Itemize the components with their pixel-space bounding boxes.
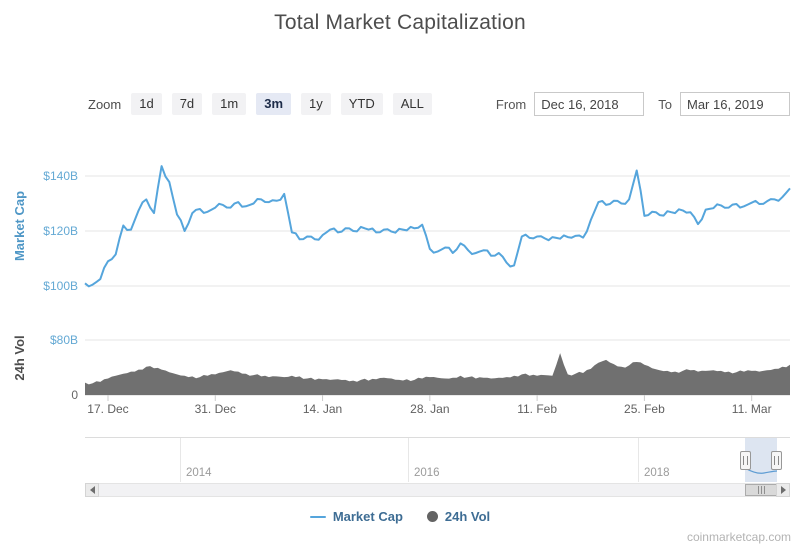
navigator-left-handle[interactable] [740, 451, 751, 470]
volume-area-series [85, 353, 790, 395]
date-range-controls: From To [496, 92, 790, 116]
legend: Market Cap 24h Vol [0, 509, 800, 524]
line-marker-icon [309, 515, 326, 518]
x-axis-label: 31. Dec [195, 402, 236, 416]
y-axis-label-main: $120B [43, 224, 78, 238]
from-label: From [495, 96, 527, 112]
dot-marker-icon [426, 511, 438, 522]
zoom-button-1y[interactable]: 1y [301, 93, 331, 116]
arrow-left-icon [89, 486, 95, 494]
page-title: Total Market Capitalization [274, 11, 526, 34]
x-axis-label: 25. Feb [624, 402, 665, 416]
zoom-button-3m[interactable]: 3m [256, 93, 292, 116]
zoom-button-7d[interactable]: 7d [171, 93, 203, 116]
handle-grip-icon [743, 456, 748, 465]
y-axis-title-market-cap: Market Cap [12, 191, 27, 261]
navigator-selection[interactable] [740, 438, 782, 482]
navigator-year-label: 2014 [186, 467, 212, 479]
zoom-button-all[interactable]: ALL [392, 93, 432, 116]
y-axis-label-main: $100B [43, 279, 78, 293]
x-axis-label: 11. Feb [517, 402, 557, 416]
navigator-year-gridline [408, 438, 409, 482]
navigator-year-label: 2018 [644, 467, 670, 479]
legend-item-24h-vol[interactable]: 24h Vol [426, 509, 491, 524]
arrow-right-icon [780, 486, 786, 494]
x-axis-label: 28. Jan [410, 402, 449, 416]
market-cap-line-series [84, 165, 791, 288]
handle-grip-icon [774, 456, 779, 465]
chart-canvas: $140B $120B $100B $80B 0 17. Dec 31. Dec 14. Ja… [12, 165, 791, 416]
scrollbar[interactable] [85, 483, 790, 497]
x-axis-label: 14. Jan [303, 402, 342, 416]
x-axis-label: 17. Dec [87, 402, 128, 416]
navigator-mini-line [745, 467, 777, 474]
from-date-input[interactable] [534, 92, 645, 116]
navigator-year-gridline [180, 438, 181, 482]
zoom-button-ytd[interactable]: YTD [340, 93, 383, 116]
y-axis-title-24h-vol: 24h Vol [12, 335, 27, 380]
watermark: coinmarketcap.com [686, 530, 791, 544]
scrollbar-left-arrow[interactable] [85, 483, 99, 497]
scrollbar-right-arrow[interactable] [776, 483, 790, 497]
to-date-input[interactable] [680, 92, 790, 116]
to-label: To [658, 96, 672, 112]
x-axis-label: 11. Mar [732, 402, 772, 416]
zoom-button-1d[interactable]: 1d [131, 93, 162, 116]
legend-label-market-cap: Market Cap [332, 509, 403, 524]
scrollbar-thumb[interactable] [745, 484, 777, 496]
zoom-label: Zoom [88, 96, 122, 112]
navigator-year-gridline [638, 438, 639, 482]
navigator-right-handle[interactable] [771, 451, 782, 470]
thumb-grip-icon [757, 486, 765, 494]
legend-item-market-cap[interactable]: Market Cap [309, 509, 403, 524]
y-axis-label-volume: 0 [71, 388, 78, 402]
zoom-button-group: 1d 7d 1m 3m 1y YTD ALL [131, 93, 432, 116]
y-axis-label-main: $140B [43, 169, 78, 183]
y-axis-label-volume: $80B [50, 333, 78, 347]
zoom-controls: Zoom 1d 7d 1m 3m 1y YTD ALL [88, 93, 432, 116]
navigator[interactable]: 2014 2016 2018 [85, 437, 790, 482]
navigator-year-label: 2016 [414, 467, 440, 479]
legend-label-24h-vol: 24h Vol [444, 509, 491, 524]
zoom-button-1m[interactable]: 1m [212, 93, 247, 116]
